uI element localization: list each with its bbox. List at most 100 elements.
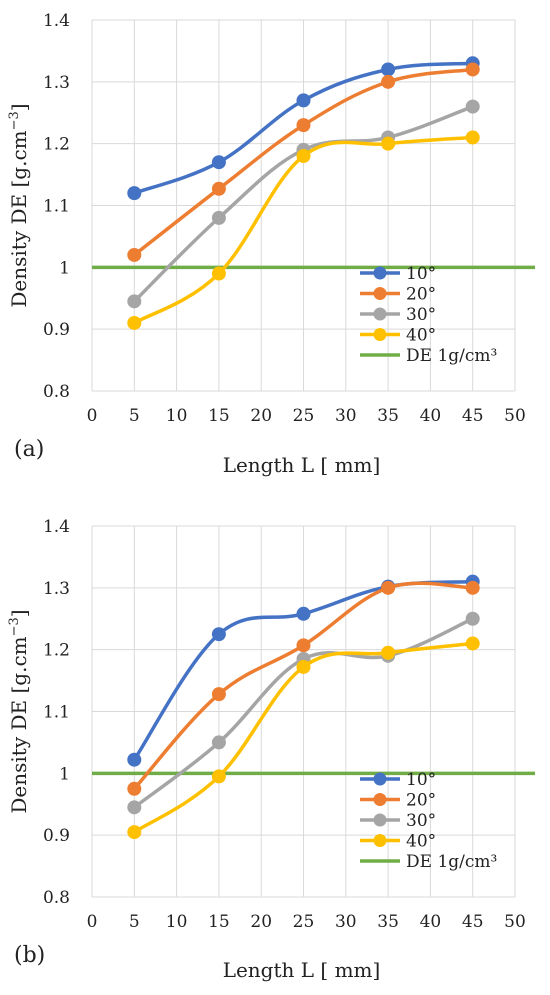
chart-b-y-tick-label: 0.9 xyxy=(43,826,70,846)
chart-b-x-tick-label: 20 xyxy=(250,912,272,932)
chart-b-x-tick-label: 40 xyxy=(420,912,442,932)
chart-a-y-axis-title: Density DE [g.cm−3] xyxy=(7,103,31,307)
chart-a-y-tick-label: 0.9 xyxy=(43,320,70,340)
chart-a-x-tick-label: 25 xyxy=(293,406,315,426)
chart-b-legend: 10°20°30°40°DE 1g/cm³ xyxy=(360,770,497,872)
chart-b-data-point xyxy=(127,781,142,796)
chart-b-data-point xyxy=(211,627,226,642)
chart-a-x-tick-label: 30 xyxy=(335,406,357,426)
chart-a-legend-label: 20° xyxy=(406,285,436,305)
chart-a-y-axis-title-main: Density DE [g.cm xyxy=(7,130,31,307)
chart-a-data-point xyxy=(381,74,396,89)
chart-a-data-point xyxy=(465,130,480,145)
chart-b-x-tick-label: 35 xyxy=(377,912,399,932)
chart-b-x-tick-label: 0 xyxy=(87,912,98,932)
chart-a-legend-swatch-marker xyxy=(373,266,387,280)
chart-a-data-point xyxy=(127,315,142,330)
chart-b-legend-label: 30° xyxy=(406,811,436,831)
chart-a-data-point xyxy=(211,210,226,225)
chart-a-data-point xyxy=(211,181,226,196)
chart-a-x-tick-label: 10 xyxy=(166,406,188,426)
chart-b-y-axis-title-end: ] xyxy=(7,609,31,617)
chart-b-x-tick-label: 50 xyxy=(504,912,526,932)
chart-a-data-point xyxy=(465,62,480,77)
chart-panel-a: 0.8 0.9 1 1.1 1.2 1.3 1.4 0 5 10 15 20 25 30 35 40 45 50 L… xyxy=(7,11,535,477)
chart-a-y-axis-title-sup: −3 xyxy=(7,111,22,130)
chart-b-data-point xyxy=(296,659,311,674)
chart-b-data-point xyxy=(211,735,226,750)
chart-panel-b: 0.8 0.9 1 1.1 1.2 1.3 1.4 0 5 10 15 20 25 30 35 40 45 50 L… xyxy=(7,517,535,982)
chart-a-x-tick-label: 35 xyxy=(377,406,399,426)
chart-a-y-tick-label: 0.8 xyxy=(43,382,70,402)
chart-b-y-tick-label: 0.8 xyxy=(43,888,70,908)
chart-a-x-tick-label: 50 xyxy=(504,406,526,426)
chart-a-y-tick-label: 1.3 xyxy=(43,73,70,93)
chart-a-data-point xyxy=(211,266,226,281)
chart-b-data-point xyxy=(211,769,226,784)
chart-a-y-tick-label: 1.1 xyxy=(43,197,70,217)
chart-a-x-tick-label: 20 xyxy=(250,406,272,426)
chart-a-legend-swatch-marker xyxy=(373,287,387,300)
chart-a-data-point xyxy=(296,93,311,108)
chart-a-legend-swatch-marker xyxy=(373,328,387,341)
chart-a-y-tick-label: 1.4 xyxy=(43,11,70,31)
chart-b-legend-swatch-marker xyxy=(373,793,387,806)
chart-b-legend-label: 40° xyxy=(406,832,436,852)
chart-a-data-point xyxy=(127,294,142,309)
chart-b-data-point xyxy=(381,645,396,660)
chart-a-legend: 10°20°30°40°DE 1g/cm³ xyxy=(360,264,497,366)
chart-a-data-point xyxy=(127,247,142,262)
chart-b-y-tick-label: 1.4 xyxy=(43,517,70,537)
chart-a-data-point xyxy=(381,136,396,151)
chart-a-x-tick-label: 5 xyxy=(129,406,140,426)
chart-b-data-point xyxy=(127,800,142,815)
chart-b-x-tick-label: 5 xyxy=(129,912,140,932)
chart-b-y-axis-title: Density DE [g.cm−3] xyxy=(7,609,31,813)
chart-b-legend-label-reference: DE 1g/cm³ xyxy=(406,852,497,872)
chart-b-x-axis-title: Length L [ mm] xyxy=(223,958,381,982)
chart-b-x-tick-label: 25 xyxy=(293,912,315,932)
chart-b-legend-label: 20° xyxy=(406,791,436,811)
chart-b-y-tick-label: 1.2 xyxy=(43,641,70,661)
chart-b-gridlines xyxy=(91,525,516,898)
chart-b-y-tick-label: 1 xyxy=(59,764,70,784)
chart-b-data-point xyxy=(296,638,311,653)
chart-b-y-tick-label: 1.3 xyxy=(43,579,70,599)
chart-a-x-axis-title: Length L [ mm] xyxy=(223,453,381,477)
chart-a-data-point xyxy=(296,149,311,164)
chart-b-data-point xyxy=(211,687,226,702)
chart-a-legend-label: 10° xyxy=(406,264,436,284)
chart-b-y-axis-title-sup: −3 xyxy=(7,617,22,636)
chart-a-x-tick-label: 15 xyxy=(208,406,230,426)
chart-a-data-point xyxy=(465,99,480,114)
chart-a-series-line-3 xyxy=(133,135,473,325)
chart-b-x-tick-label: 30 xyxy=(335,912,357,932)
chart-b-x-tick-label: 15 xyxy=(208,912,230,932)
chart-a-legend-label: 40° xyxy=(406,326,436,346)
chart-a-legend-label: 30° xyxy=(406,305,436,325)
chart-b-data-point xyxy=(296,606,311,621)
chart-a-x-tick-label: 45 xyxy=(462,406,484,426)
chart-b-legend-swatch-marker xyxy=(373,813,387,827)
chart-b-data-point xyxy=(127,825,142,840)
chart-b-data-point xyxy=(381,580,396,595)
chart-a-data-point xyxy=(296,118,311,133)
chart-a-y-tick-label: 1.2 xyxy=(43,135,70,155)
chart-a-y-axis-title-end: ] xyxy=(7,103,31,111)
chart-b-x-tick-label: 45 xyxy=(462,912,484,932)
chart-a-gridlines xyxy=(91,19,516,392)
chart-b-y-tick-label: 1.1 xyxy=(43,703,70,723)
chart-b-data-point xyxy=(465,636,480,651)
chart-b-x-tick-label: 10 xyxy=(166,912,188,932)
chart-b-data-point xyxy=(127,752,142,767)
chart-a-panel-label: (a) xyxy=(14,437,44,462)
chart-a-y-tick-label: 1 xyxy=(59,258,70,278)
chart-b-panel-label: (b) xyxy=(14,943,45,968)
chart-b-legend-label: 10° xyxy=(406,770,436,790)
chart-a-legend-swatch-marker xyxy=(373,307,387,321)
chart-b-legend-swatch-marker xyxy=(373,834,387,847)
chart-b-data-point xyxy=(465,611,480,626)
chart-b-legend-swatch-marker xyxy=(373,772,387,786)
chart-a-data-point xyxy=(211,155,226,170)
